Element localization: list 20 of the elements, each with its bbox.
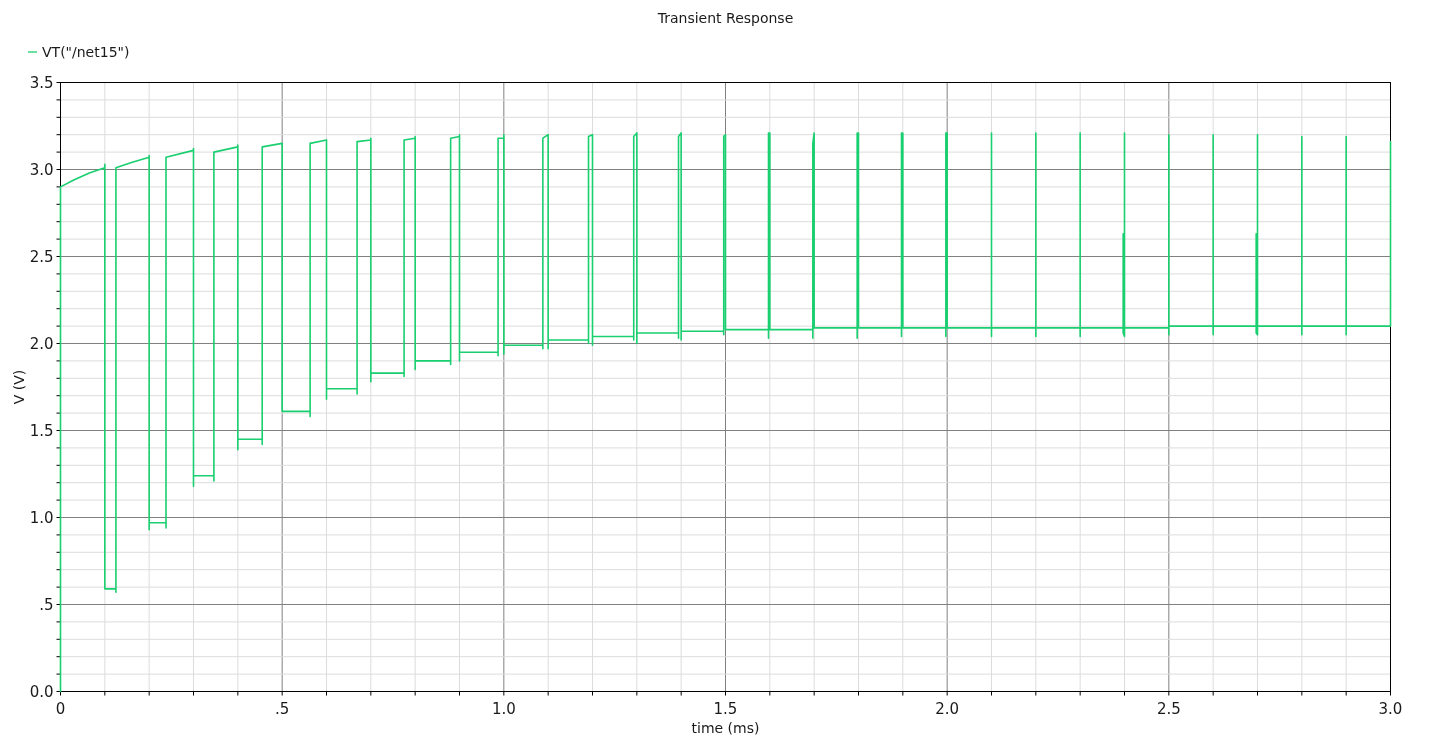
legend-label: VT("/net15") [42, 43, 130, 60]
y-tick-label: 1.0 [29, 508, 54, 527]
y-tick-label: .5 [39, 595, 54, 614]
y-tick-label: 3.0 [29, 160, 54, 179]
y-tick-label: 3.5 [29, 73, 54, 92]
y-tick-label: 1.5 [29, 421, 54, 440]
y-axis-title: V (V) [11, 369, 27, 405]
line-series [59, 132, 1392, 693]
x-tick-label: 2.0 [935, 699, 960, 718]
x-tick-label: 3.0 [1378, 699, 1403, 718]
x-tick-label: 2.5 [1156, 699, 1181, 718]
chart-title: Transient Response [656, 10, 794, 26]
x-tick-label: .5 [275, 699, 290, 718]
y-tick-label: 0.0 [29, 682, 54, 701]
y-tick-label: 2.0 [29, 334, 54, 353]
y-tick-label: 2.5 [29, 247, 54, 266]
x-axis-title: time (ms) [691, 720, 760, 736]
x-tick-label: 0 [55, 699, 66, 718]
x-tick-label: 1.5 [713, 699, 738, 718]
x-tick-label: 1.0 [491, 699, 516, 718]
